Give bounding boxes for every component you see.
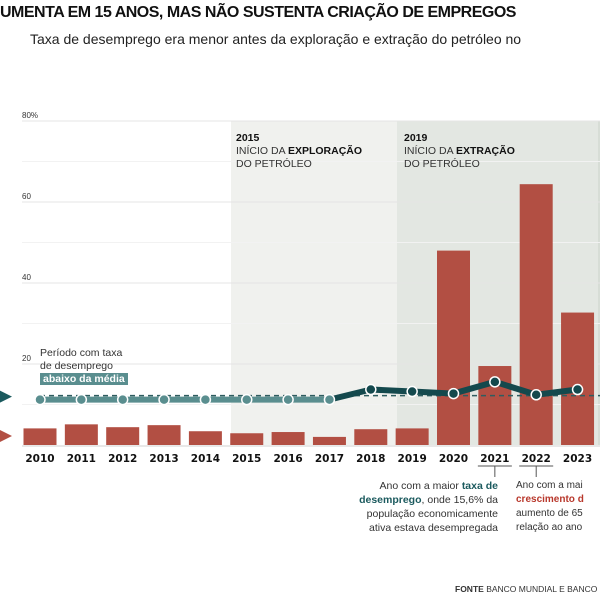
point-2023 xyxy=(571,383,584,396)
ann-text: Ano com a maior xyxy=(379,480,462,492)
chart-subtitle: Taxa de desemprego era menor antes da ex… xyxy=(30,31,522,47)
point-2020 xyxy=(447,387,460,400)
bar-2023 xyxy=(561,312,595,445)
point-2015 xyxy=(241,393,253,406)
source-label: FONTE xyxy=(455,584,484,594)
y-tick-label: 80% xyxy=(22,111,38,120)
bar-2022 xyxy=(519,184,553,445)
period-2019-label: 2019 INÍCIO DA EXTRAÇÃO DO PETRÓLEO xyxy=(404,132,515,171)
ann-bold: crescimento d xyxy=(516,494,584,505)
bar-2010 xyxy=(23,428,57,445)
period-bold: EXTRAÇÃO xyxy=(455,145,515,157)
point-2013 xyxy=(158,393,170,406)
point-2019 xyxy=(406,385,418,398)
annotation-2022: Ano com a mai crescimento d aumento de 6… xyxy=(516,479,600,535)
ann-text: , onde 15,6% da população economicamente… xyxy=(366,494,498,534)
period-text: INÍCIO DA xyxy=(236,145,288,157)
source-text: BANCO MUNDIAL E BANCO C xyxy=(486,584,600,594)
bar-2013 xyxy=(147,425,181,445)
x-tick-label: 2021 xyxy=(480,453,509,465)
point-2021 xyxy=(489,376,501,388)
period-text2: DO PETRÓLEO xyxy=(404,158,480,170)
bar-2017 xyxy=(312,436,346,445)
x-tick-label: 2023 xyxy=(563,453,592,465)
x-tick-label: 2016 xyxy=(273,453,302,465)
note-text: de desemprego xyxy=(40,360,113,372)
bar-2019 xyxy=(395,428,429,445)
bar-2020 xyxy=(437,250,470,445)
x-tick-label: 2010 xyxy=(25,453,54,465)
point-2022 xyxy=(530,389,542,401)
x-tick-label: 2017 xyxy=(315,453,344,465)
period-year: 2019 xyxy=(404,132,428,144)
bar-2016 xyxy=(271,432,305,445)
period-text: INÍCIO DA xyxy=(404,145,456,157)
ann-text: Ano com a mai xyxy=(516,480,583,491)
unemployment-arrow-icon xyxy=(0,390,12,403)
point-2010 xyxy=(34,393,46,406)
period-year: 2015 xyxy=(236,132,260,144)
point-2012 xyxy=(116,393,129,406)
bar-arrow-icon xyxy=(0,430,12,442)
period-2015-label: 2015 INÍCIO DA EXPLORAÇÃO DO PETRÓLEO xyxy=(236,132,362,171)
chart-title: UMENTA EM 15 ANOS, MAS NÃO SUSTENTA CRIA… xyxy=(0,4,516,21)
x-tick-label: 2013 xyxy=(149,453,178,465)
bar-2018 xyxy=(354,429,388,445)
ann-bold: taxa de desemprego xyxy=(359,480,498,506)
bar-2015 xyxy=(230,433,264,445)
note-text: Período com taxa xyxy=(40,347,123,359)
bar-2012 xyxy=(106,427,140,445)
x-tick-label: 2011 xyxy=(67,453,96,465)
ann-text: aumento de 65 xyxy=(516,508,583,519)
point-2017 xyxy=(323,393,336,406)
x-tick-label: 2012 xyxy=(108,453,137,465)
below-average-tag: abaixo da média xyxy=(40,373,128,385)
x-tick-label: 2018 xyxy=(356,453,385,465)
x-tick-label: 2020 xyxy=(439,453,468,465)
period-text2: DO PETRÓLEO xyxy=(236,158,312,170)
ann-text: relação ao ano xyxy=(516,522,583,533)
x-tick-label: 2015 xyxy=(232,453,261,465)
source: FONTE BANCO MUNDIAL E BANCO C xyxy=(455,584,600,594)
bar-2014 xyxy=(188,431,222,445)
point-2011 xyxy=(75,393,88,406)
below-average-note: Período com taxa de desemprego abaixo da… xyxy=(40,347,128,386)
point-2014 xyxy=(199,393,212,406)
x-tick-label: 2014 xyxy=(191,453,220,465)
bar-2011 xyxy=(64,424,98,445)
annotation-2021: Ano com a maior taxa de desemprego, onde… xyxy=(358,479,498,535)
point-2016 xyxy=(282,393,294,406)
y-tick-label: 60 xyxy=(22,192,31,201)
x-tick-label: 2019 xyxy=(398,453,427,465)
x-tick-label: 2022 xyxy=(522,453,551,465)
y-tick-label: 20 xyxy=(22,354,31,363)
period-bold: EXPLORAÇÃO xyxy=(287,145,363,157)
point-2018 xyxy=(365,383,377,396)
y-tick-label: 40 xyxy=(22,273,31,282)
